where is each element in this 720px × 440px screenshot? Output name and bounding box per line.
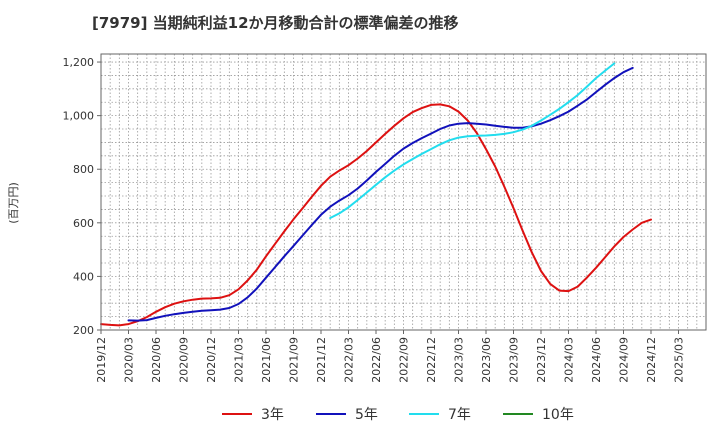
x-tick-label: 2020/09 [178,337,191,383]
x-tick-label: 2024/09 [618,337,631,383]
y-tick-label: 1,000 [63,110,95,123]
y-axis-label: (百万円) [7,182,20,224]
legend-label-3: 7年 [448,407,471,423]
x-tick-label: 2022/12 [425,337,438,383]
x-tick-label: 2021/03 [233,337,246,383]
x-tick-label: 2024/12 [645,337,658,383]
legend-label-1: 3年 [261,407,284,423]
x-tick-label: 2021/12 [315,337,328,383]
grid-layer [100,54,707,330]
y-tick-label: 200 [73,324,94,337]
chart-title: [7979] 当期純利益12か月移動合計の標準偏差の推移 [92,14,459,32]
y-tick-label: 400 [73,270,94,283]
x-tick-label: 2020/03 [123,337,136,383]
y-tick-label: 1,200 [63,56,95,69]
x-tick-label: 2019/12 [95,337,108,383]
legend-label-2: 5年 [355,407,378,423]
series-layer [100,62,652,327]
x-tick-label: 2022/09 [398,337,411,383]
x-axis-ticks: 2019/12 2020/03 2020/06 2020/09 2020/12 2021/… [95,330,686,383]
y-tick-label: 800 [73,163,94,176]
x-tick-label: 2023/12 [535,337,548,383]
x-tick-label: 2023/03 [453,337,466,383]
x-tick-label: 2023/09 [508,337,521,383]
x-tick-label: 2024/06 [590,337,603,383]
x-tick-label: 2023/06 [480,337,493,383]
x-tick-label: 2020/06 [150,337,163,383]
x-tick-label: 2021/06 [260,337,273,383]
x-tick-label: 2024/03 [563,337,576,383]
x-tick-label: 2020/12 [205,337,218,383]
series-line-3 [329,62,616,219]
x-tick-label: 2025/03 [673,337,686,383]
x-tick-label: 2022/06 [370,337,383,383]
x-tick-label: 2021/09 [288,337,301,383]
legend: 3年 5年 7年 10年 [222,407,574,423]
series-line-2 [127,66,634,322]
x-tick-label: 2022/03 [343,337,356,383]
series-line-1 [100,103,652,327]
y-tick-label: 600 [73,217,94,230]
y-axis-ticks: 200 400 600 800 1,000 1,200 [63,56,101,337]
legend-label-4: 10年 [542,407,574,423]
